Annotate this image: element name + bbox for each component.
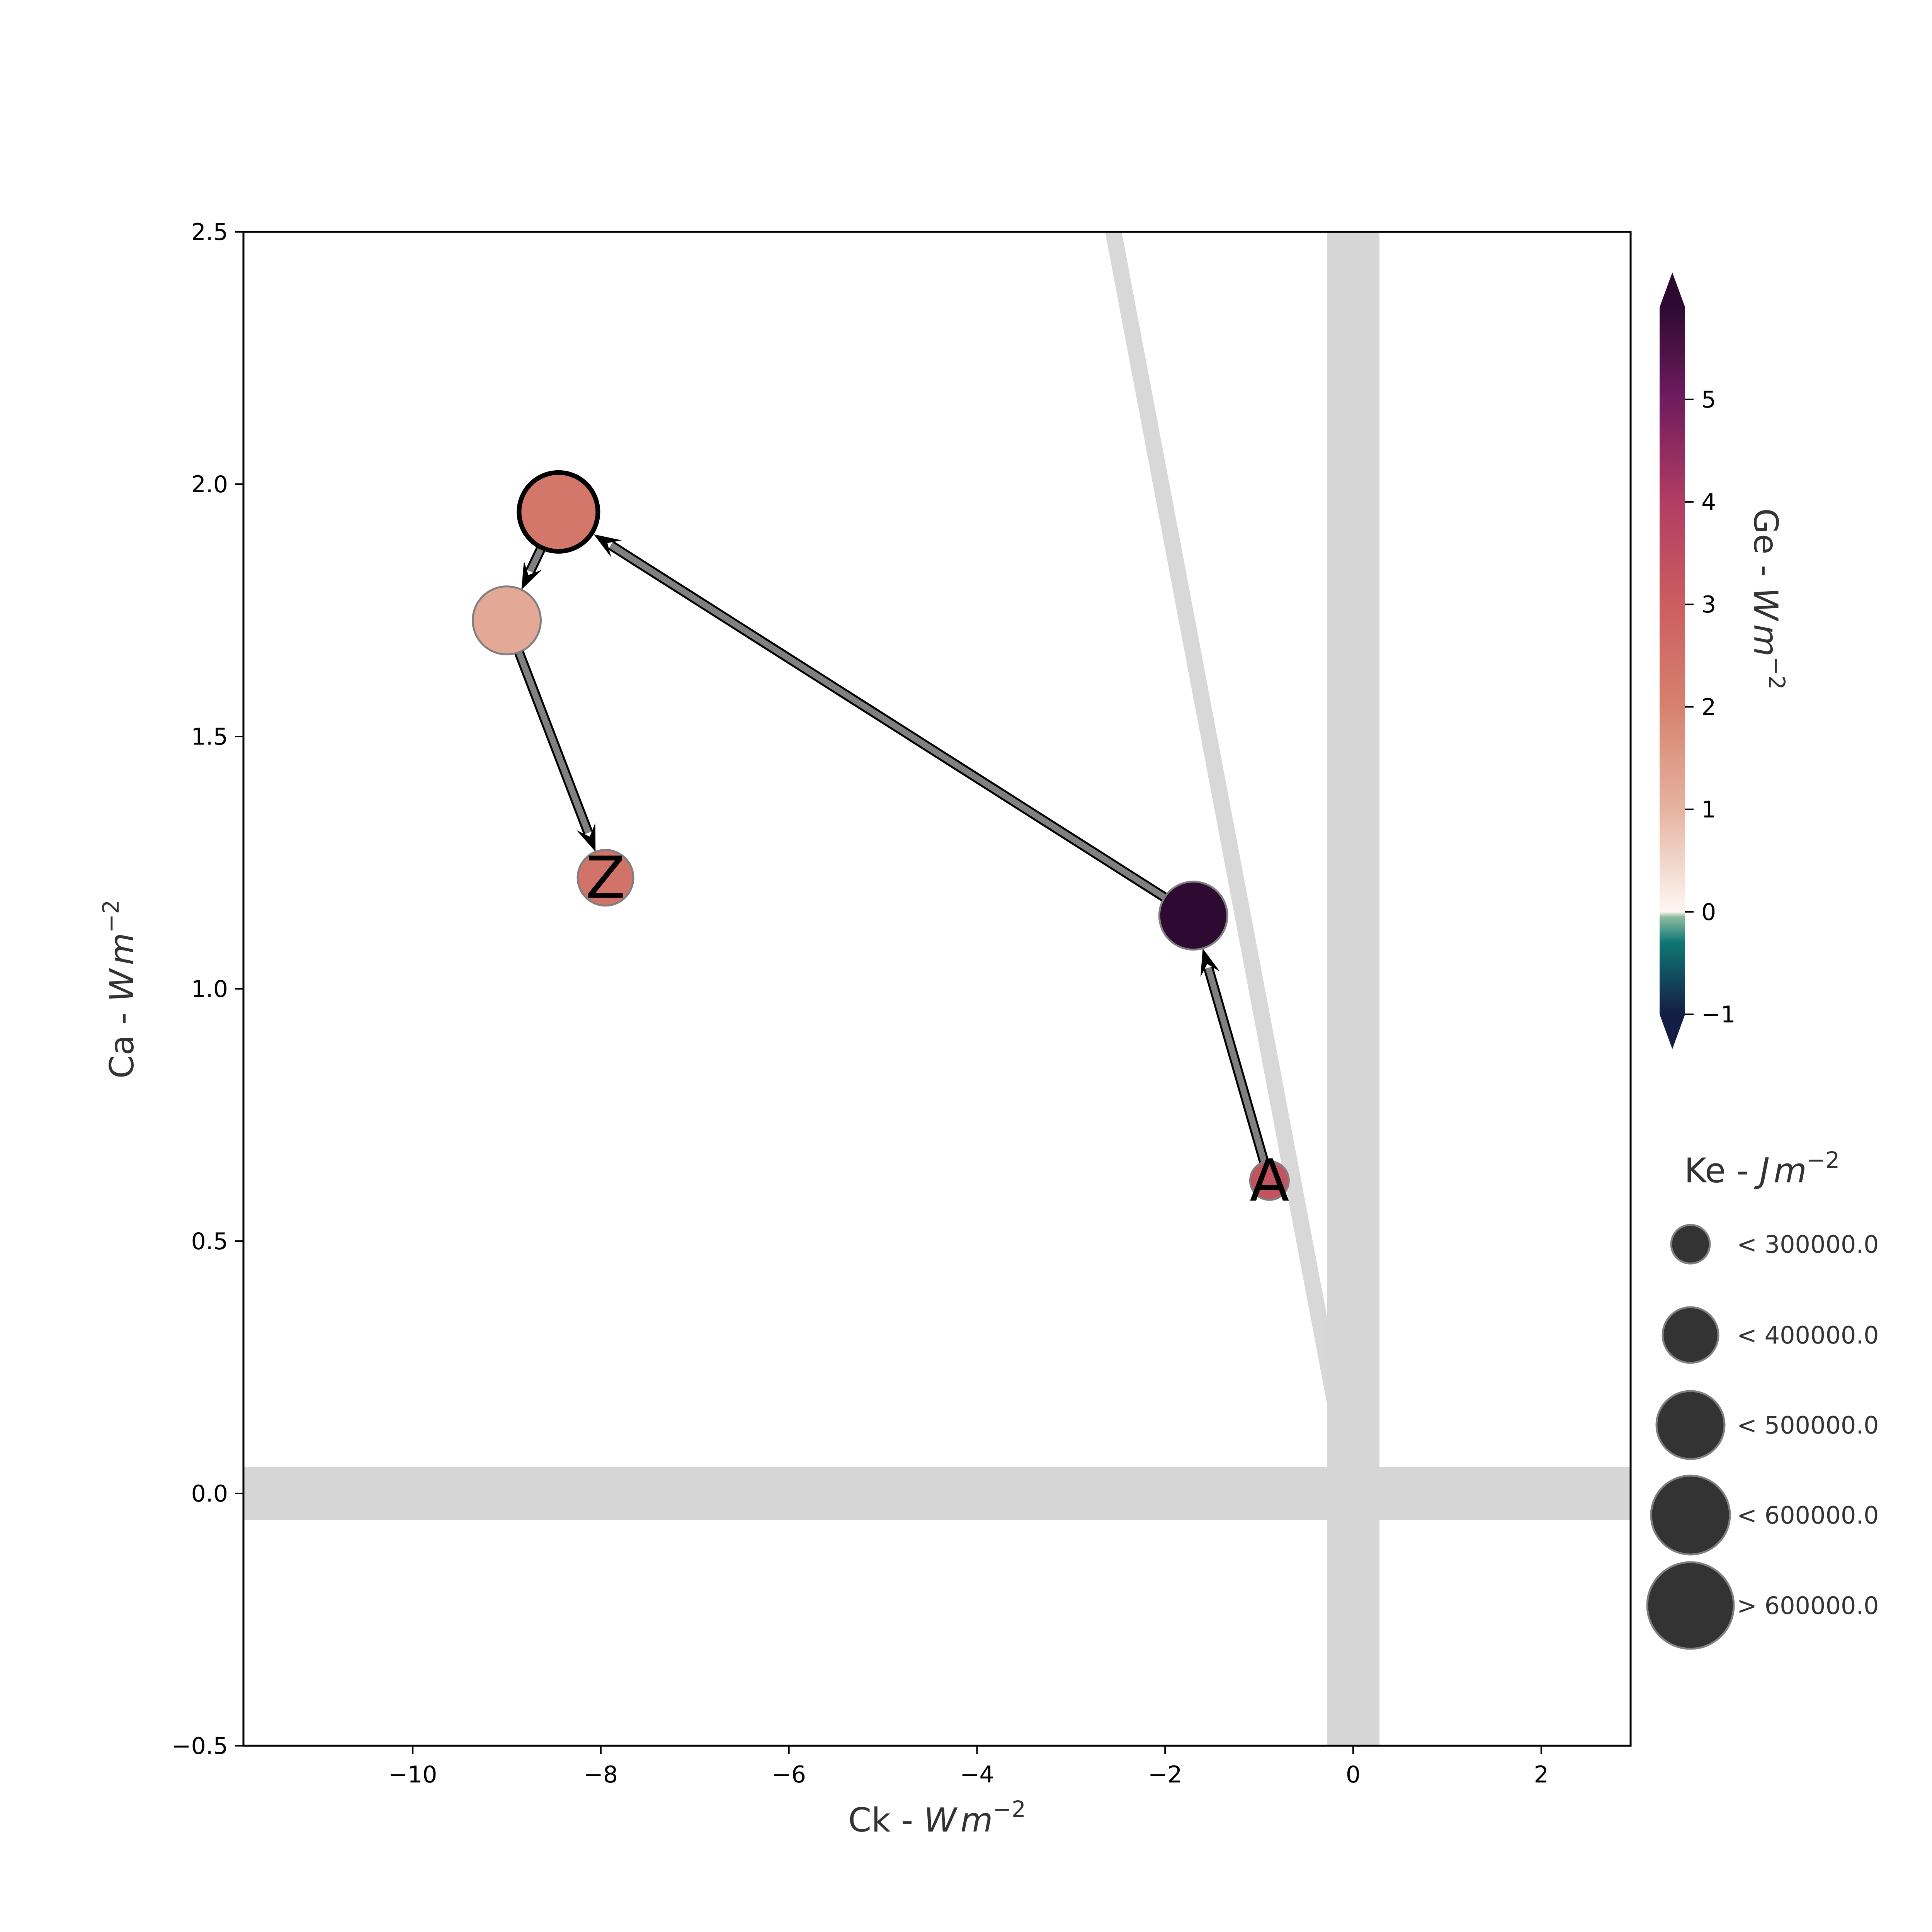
x-tick-label: −2 (1148, 1761, 1182, 1788)
colorbar-extend-min (1660, 1014, 1685, 1049)
colorbar-tick-label: 4 (1701, 489, 1716, 516)
size-legend-marker (1650, 1475, 1731, 1556)
colorbar-tick-label: 2 (1701, 694, 1716, 721)
highlighted-point-marker (517, 470, 600, 554)
size-legend-marker (1646, 1561, 1735, 1650)
size-legend-label: < 600000.0 (1737, 1501, 1879, 1529)
y-tick-label: 0.5 (191, 1228, 228, 1255)
y-axis: −0.5 0.0 0.5 1.0 1.5 2.0 2.5 (172, 219, 243, 1760)
y-tick-label: 1.0 (191, 976, 228, 1003)
trajectory-arrow (514, 650, 596, 852)
size-legend-marker (1655, 1390, 1726, 1460)
size-legend-item: < 600000.0 (1650, 1475, 1879, 1556)
size-legend-marker (1670, 1224, 1711, 1265)
x-tick-label: −4 (960, 1761, 994, 1788)
size-legend-item: < 400000.0 (1662, 1306, 1879, 1364)
arrow-shaft (1205, 967, 1267, 1163)
reference-bands (243, 232, 1631, 1746)
data-point (471, 585, 542, 656)
x-tick-label: 2 (1534, 1761, 1549, 1788)
data-point (517, 470, 600, 554)
point-marker (577, 849, 634, 907)
arrow-head (1200, 948, 1220, 977)
arrow-head (521, 561, 542, 590)
arrow-head (594, 534, 622, 558)
size-legend-item: < 500000.0 (1655, 1390, 1879, 1460)
plot-area: AZ (242, 231, 1632, 1747)
y-axis-label: Ca - Wm−2 (98, 900, 141, 1079)
colorbar-tick-label: 5 (1701, 386, 1716, 413)
y-tick-label: 2.5 (191, 219, 228, 246)
point-label: Z (586, 845, 626, 912)
size-legend-item: > 600000.0 (1646, 1561, 1879, 1650)
x-tick-label: −10 (388, 1761, 437, 1788)
data-points: AZ (471, 470, 1290, 1214)
x-axis: −10 −8 −6 −4 −2 0 2 (388, 1746, 1549, 1788)
diagonal-reference-line (1105, 232, 1361, 1500)
vertical-zero-band (1327, 232, 1379, 1746)
x-tick-label: 0 (1346, 1761, 1361, 1788)
size-legend-label: < 300000.0 (1737, 1230, 1879, 1259)
arrow-head (576, 823, 596, 852)
colorbar: −1 0 1 2 3 4 5 (1660, 272, 1735, 1049)
y-tick-label: 1.5 (191, 723, 228, 750)
arrow-shaft (527, 546, 544, 573)
y-tick-label: 0.0 (191, 1480, 228, 1507)
colorbar-gradient (1660, 307, 1685, 1014)
data-point: Z (577, 845, 634, 912)
colorbar-tick-label: −1 (1701, 1001, 1735, 1028)
y-tick-label: −0.5 (172, 1733, 228, 1760)
colorbar-tick-label: 3 (1701, 591, 1716, 618)
trajectory-arrow (521, 545, 546, 590)
point-marker (1249, 1160, 1290, 1201)
colorbar-tick-label: 0 (1701, 899, 1716, 926)
colorbar-tick-label: 1 (1701, 796, 1716, 823)
trajectory-arrow (594, 534, 1167, 902)
colorbar-extend-max (1660, 272, 1685, 307)
size-legend: < 300000.0 < 400000.0 < 500000.0 < 600000.0… (1646, 1224, 1879, 1650)
size-legend-label: < 500000.0 (1737, 1411, 1879, 1439)
point-marker (1158, 881, 1228, 951)
size-legend-item: < 300000.0 (1670, 1224, 1879, 1265)
arrow-shaft (609, 543, 1167, 900)
point-marker (471, 585, 542, 656)
point-label: A (1250, 1147, 1289, 1214)
arrow-shaft (516, 651, 591, 834)
x-tick-label: −8 (584, 1761, 618, 1788)
size-legend-label: < 400000.0 (1737, 1321, 1879, 1349)
data-point: A (1249, 1147, 1290, 1214)
trajectory-arrows (514, 534, 1269, 1163)
horizontal-zero-band (243, 1467, 1631, 1520)
trajectory-arrow (1200, 948, 1269, 1163)
colorbar-title: Ge - Wm−2 (1746, 508, 1790, 690)
size-legend-marker (1662, 1306, 1719, 1364)
y-tick-label: 2.0 (191, 471, 228, 498)
data-point (1158, 881, 1228, 951)
size-legend-label: > 600000.0 (1737, 1592, 1879, 1620)
x-tick-label: −6 (772, 1761, 806, 1788)
